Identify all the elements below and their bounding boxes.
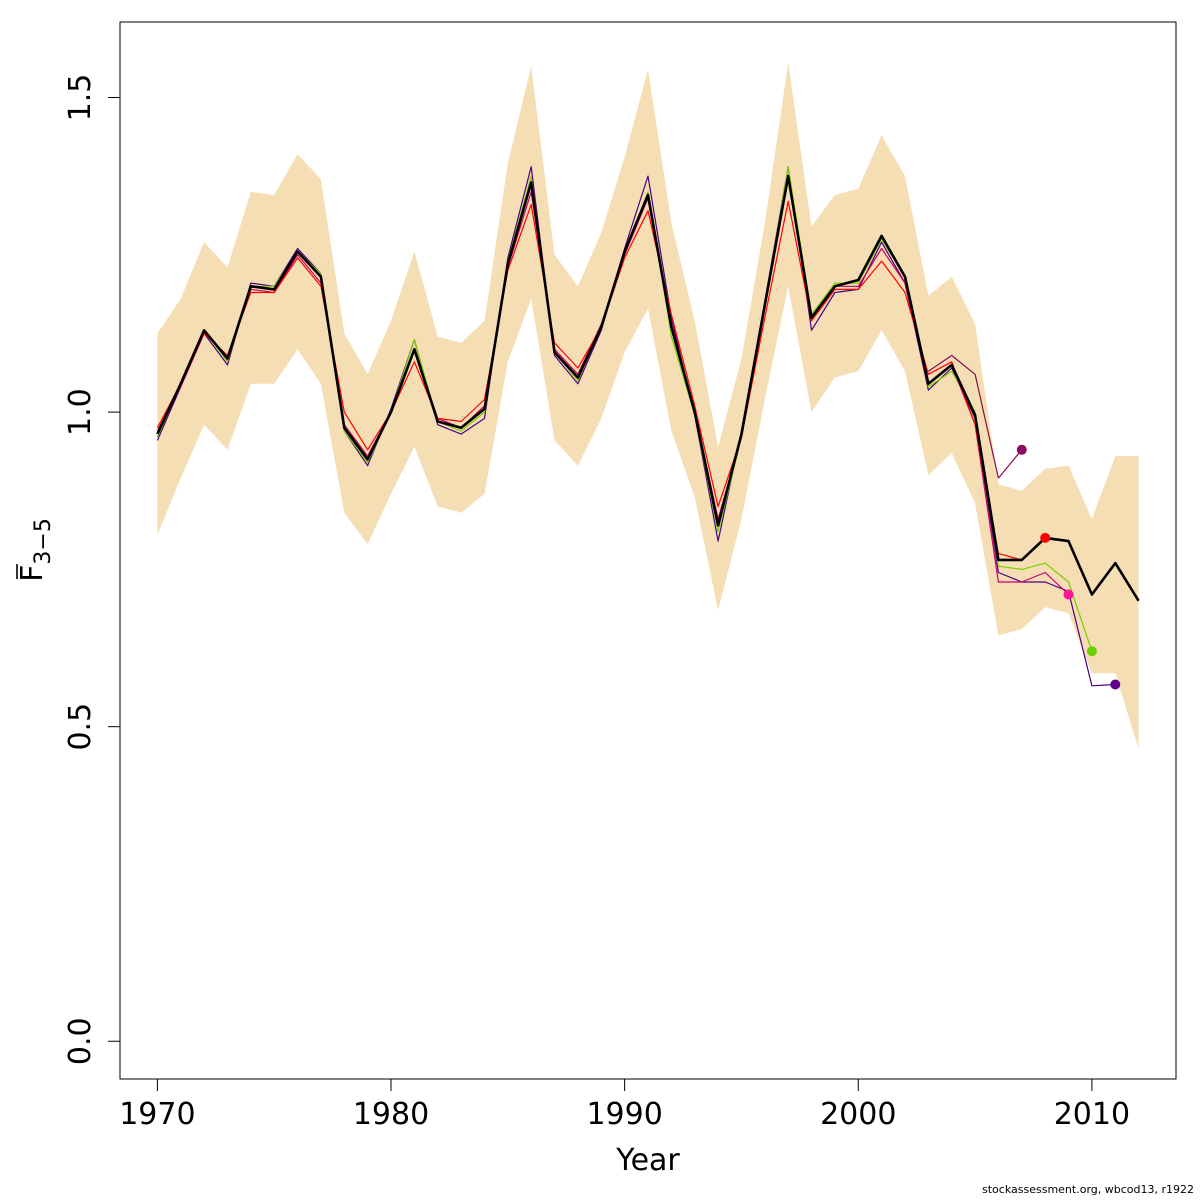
x-tick-label: 2000 — [820, 1097, 896, 1132]
x-tick-label: 2010 — [1054, 1097, 1130, 1132]
x-tick-label: 1980 — [353, 1097, 429, 1132]
endpoint-marker-2008-retrospective — [1040, 532, 1051, 543]
endpoint-marker-2011-retrospective — [1110, 679, 1121, 690]
series-layer — [156, 166, 1140, 687]
endpoint-marker-2009-retrospective — [1063, 589, 1074, 600]
x-axis: 1970 1980 1990 2000 2010 — [119, 1078, 1130, 1132]
y-tick-label: 1.0 — [63, 388, 98, 436]
series-line-2007-retrospective — [928, 354, 1023, 479]
y-axis: 0.0 0.5 1.0 1.5 — [63, 74, 121, 1065]
x-tick-label: 1990 — [586, 1097, 662, 1132]
y-axis-title: F3−5 — [15, 518, 56, 582]
endpoint-marker-2007-retrospective — [1016, 444, 1027, 455]
x-axis-title: Year — [615, 1143, 680, 1178]
confidence-band-layer — [157, 62, 1139, 749]
y-axis-title-main: F — [15, 565, 50, 582]
svg-text:F3−5: F3−5 — [15, 518, 56, 582]
y-tick-label: 0.5 — [63, 703, 98, 751]
series-line-2012-final — [156, 174, 1140, 602]
y-axis-title-subscript: 3−5 — [31, 518, 56, 564]
confidence-band — [157, 62, 1139, 749]
y-tick-label: 0.0 — [63, 1017, 98, 1065]
endpoint-marker-2010-retrospective — [1086, 646, 1097, 657]
y-tick-label: 1.5 — [63, 74, 98, 122]
endpoint-marker-layer — [1016, 444, 1121, 690]
x-tick-label: 1970 — [119, 1097, 195, 1132]
footer-credit: stockassessment.org, wbcod13, r1922 — [982, 1183, 1194, 1196]
